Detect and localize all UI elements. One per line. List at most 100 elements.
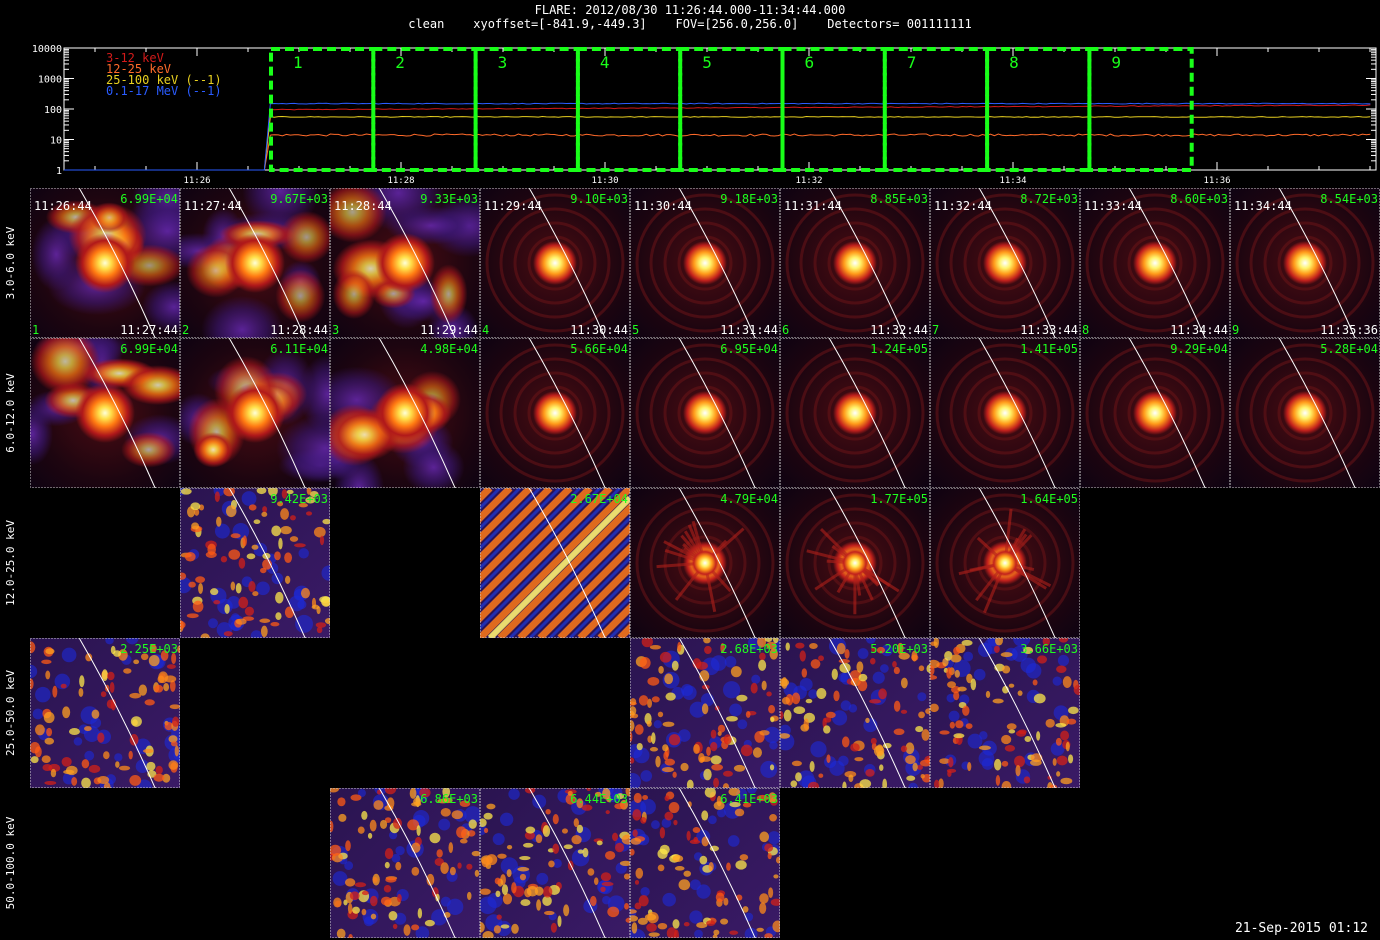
image-max-label: 5.28E+04	[1320, 342, 1378, 356]
sidelobe-ring	[977, 535, 1033, 591]
noise-peak	[875, 744, 884, 755]
fringe-stripe	[320, 488, 470, 638]
source-core	[225, 383, 285, 443]
image-index: 7	[932, 323, 939, 337]
sidelobe-ring	[677, 535, 733, 591]
noise-peak	[781, 696, 790, 705]
sidelobe-ring	[935, 193, 1075, 333]
noise-peak	[766, 641, 777, 650]
sidelobe-ring	[963, 521, 1047, 605]
image-panel: 9.67E+03 11:27:44 11:28:44 2	[180, 188, 330, 338]
noise-peak	[693, 743, 700, 755]
noise-peak	[701, 703, 709, 715]
noise-peak	[722, 783, 729, 788]
limb-line	[378, 188, 456, 338]
noise-peak	[930, 703, 939, 713]
noise-peak	[448, 842, 454, 854]
noise-peak	[630, 848, 635, 856]
noise-peak	[78, 687, 84, 697]
noise-peak	[630, 757, 635, 764]
noise-peak	[517, 867, 530, 872]
noise-peak	[483, 812, 493, 820]
noise-peak	[542, 886, 553, 898]
purple-region	[201, 295, 283, 338]
noise-peak	[224, 603, 230, 614]
noise-peak	[259, 618, 271, 623]
noise-peak	[1058, 638, 1069, 643]
noise-peak	[169, 704, 180, 710]
image-max-label: 1.77E+05	[870, 492, 928, 506]
image-panel: 1.64E+05	[930, 488, 1080, 638]
fringe-stripe	[480, 488, 613, 623]
noise-peak	[41, 659, 52, 665]
row-energy-label: 6.0-12.0 keV	[4, 373, 17, 453]
noise-peak	[713, 801, 725, 810]
noise-peak	[717, 724, 726, 733]
panel-frame	[930, 638, 1080, 788]
noise-peak	[948, 757, 954, 768]
noise-peak	[655, 755, 661, 768]
noise-peak	[761, 680, 767, 691]
noise-peak	[123, 668, 132, 674]
noise-peak	[687, 801, 692, 808]
noise-peak	[1024, 735, 1032, 743]
noise-peak	[801, 668, 808, 678]
noise-peak	[764, 933, 773, 938]
sidelobe-ring	[1127, 235, 1183, 291]
sidelobe-ring	[513, 371, 597, 455]
noise-peak	[939, 730, 950, 735]
noise-blue	[508, 788, 520, 800]
noise-peak	[1008, 729, 1016, 734]
noise-peak	[298, 503, 308, 508]
image-start-time: 11:33:44	[1084, 199, 1142, 213]
interval-label: 8	[1009, 53, 1019, 72]
limb-line	[528, 188, 606, 338]
noise-peak	[638, 695, 649, 706]
image-max-label: 9.33E+03	[420, 192, 478, 206]
noise-blue	[1012, 638, 1031, 647]
noise-peak	[686, 830, 691, 841]
noise-peak	[43, 711, 55, 724]
fringe-stripe	[480, 488, 593, 603]
image-end-time: 11:32:44	[870, 323, 928, 337]
noise-peak	[315, 622, 327, 628]
noise-peak	[1056, 665, 1067, 673]
fringe-stripe-blue	[480, 488, 522, 531]
sidelobe-ring	[827, 235, 883, 291]
noise-peak	[511, 923, 519, 934]
noise-peak	[759, 902, 767, 914]
noise-peak	[773, 874, 779, 879]
noise-peak	[100, 691, 107, 698]
noise-blue	[737, 719, 748, 730]
panel-frame	[30, 638, 180, 788]
noise-blue	[344, 861, 354, 871]
fringe-stripe-blue	[568, 575, 630, 638]
noise-peak	[944, 650, 953, 661]
noise-peak	[590, 895, 597, 907]
fringe-stripe	[480, 488, 533, 543]
lc-frame	[63, 47, 1377, 171]
fringe-stripe-blue	[480, 488, 482, 491]
noise-peak	[816, 687, 827, 700]
noise-peak	[638, 895, 649, 907]
noise-peak	[143, 748, 154, 754]
noise-peak	[854, 757, 864, 762]
noise-blue	[690, 879, 701, 891]
noise-peak	[600, 872, 612, 882]
noise-blue	[651, 820, 660, 829]
interval-box	[473, 47, 580, 172]
noise-peak	[235, 582, 242, 594]
noise-peak	[925, 708, 930, 715]
panel-frame	[780, 188, 930, 338]
noise-peak	[673, 819, 678, 826]
noise-peak	[348, 934, 353, 938]
noise-peak	[313, 526, 326, 538]
noise-peak	[630, 731, 633, 743]
image-max-label: 6.11E+04	[270, 342, 328, 356]
noise-peak	[50, 768, 57, 778]
noise-peak	[841, 736, 850, 748]
noise-peak	[953, 646, 961, 656]
image-end-time: 11:29:44	[420, 323, 478, 337]
noise-peak	[45, 648, 55, 655]
